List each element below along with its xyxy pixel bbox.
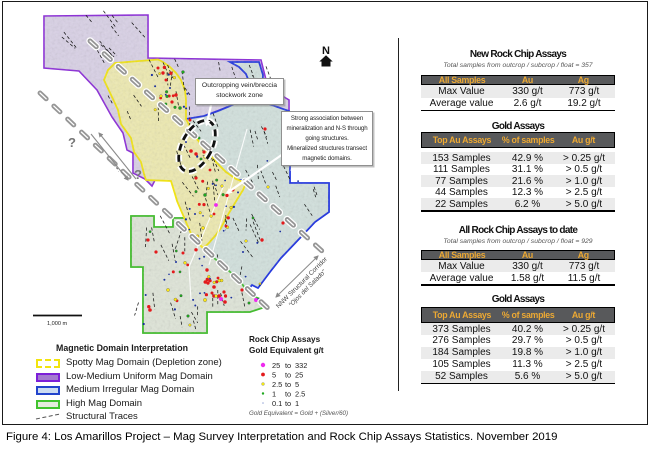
svg-text:2.5: 2.5	[272, 380, 282, 389]
svg-text:2.5: 2.5	[295, 390, 305, 399]
svg-text:to: to	[285, 361, 291, 370]
svg-text:to: to	[285, 380, 291, 389]
svg-text:to: to	[285, 399, 291, 408]
svg-text:1: 1	[272, 390, 276, 399]
svg-text:?: ?	[134, 167, 142, 182]
svg-text:?: ?	[68, 135, 76, 150]
svg-text:NNW Structural Corridor: NNW Structural Corridor	[275, 255, 330, 310]
svg-text:5: 5	[272, 371, 276, 380]
svg-text:1: 1	[295, 399, 299, 408]
svg-text:0.1: 0.1	[272, 399, 282, 408]
svg-text:25: 25	[272, 361, 280, 370]
svg-text:25: 25	[295, 371, 303, 380]
svg-text:1,000 m: 1,000 m	[47, 321, 68, 327]
svg-text:N: N	[322, 45, 330, 57]
svg-text:332: 332	[295, 361, 307, 370]
svg-text:to: to	[285, 371, 291, 380]
svg-text:5: 5	[295, 380, 299, 389]
svg-text:to: to	[285, 390, 291, 399]
